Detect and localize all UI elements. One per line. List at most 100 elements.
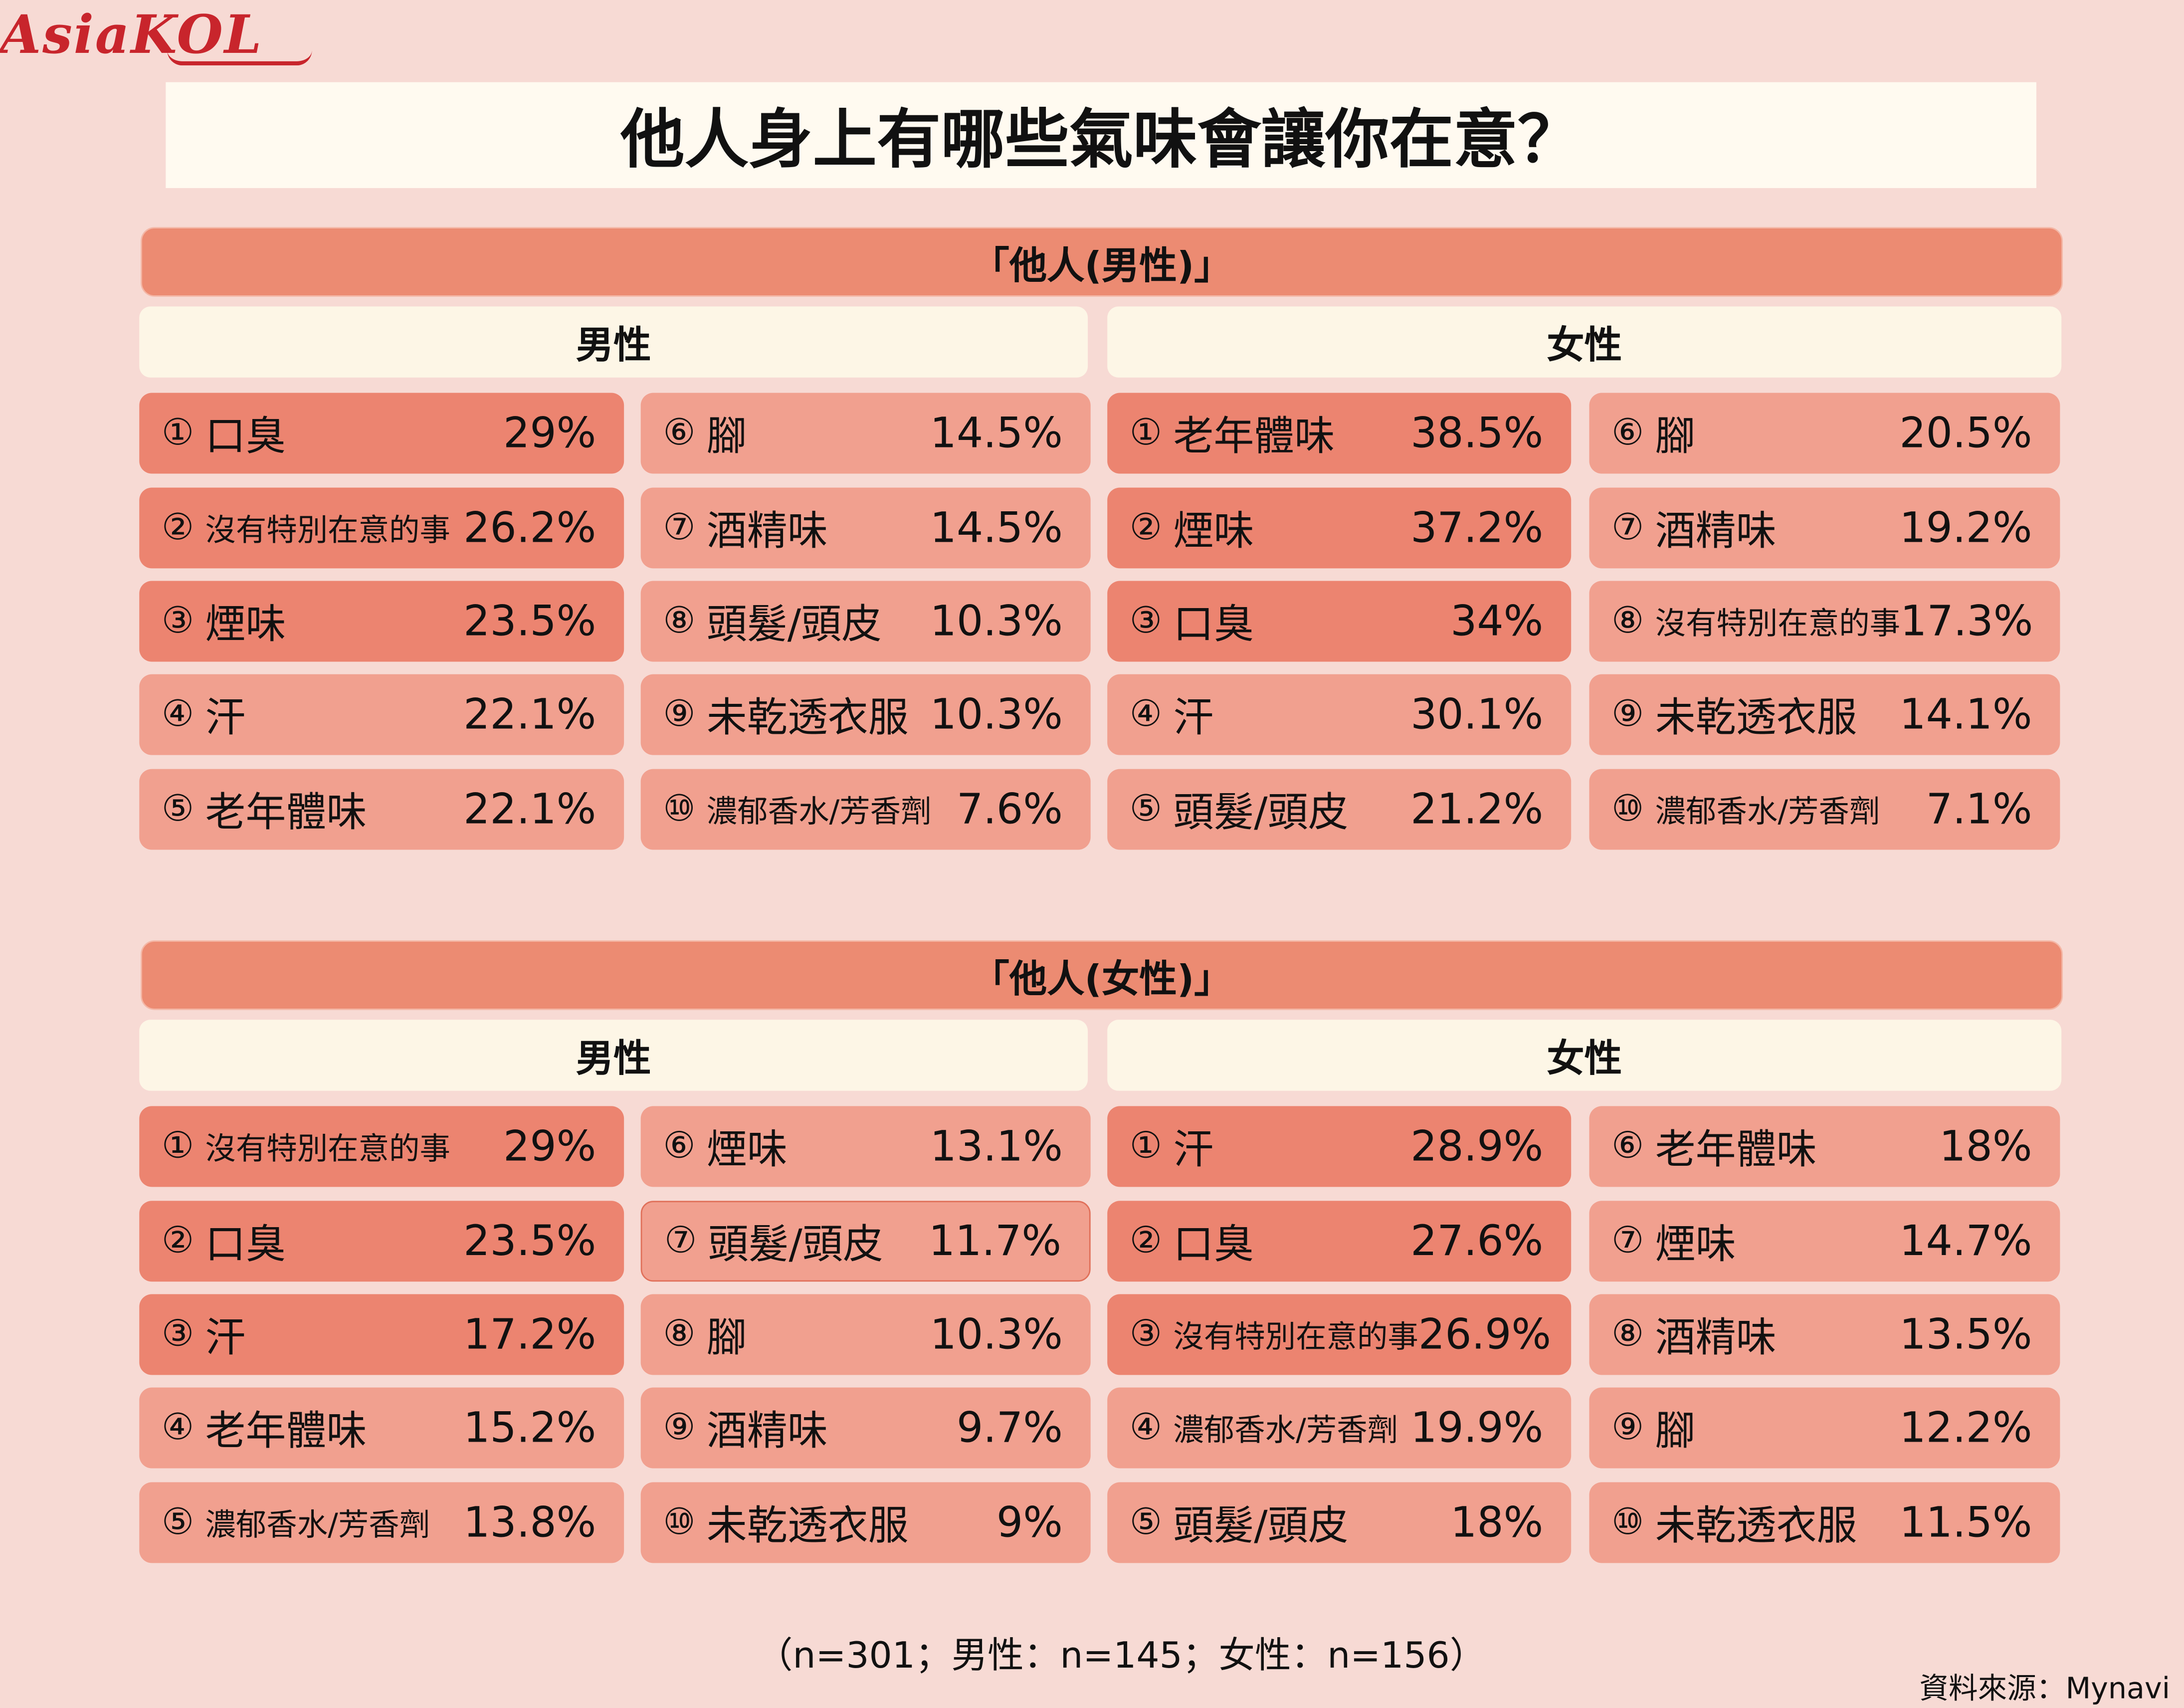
rank-number: ⑧ — [1611, 600, 1644, 642]
odor-label: 酒精味 — [1655, 507, 1777, 555]
rank-label-group: ① 沒有特別在意的事 — [162, 1124, 450, 1169]
odor-label: 汗 — [205, 693, 246, 741]
rank-cell: ② 沒有特別在意的事 26.2% — [139, 487, 624, 569]
percentage-value: 21.2% — [1410, 785, 1544, 834]
rank-label-group: ⑨ 酒精味 — [663, 1399, 827, 1457]
percentage-value: 34% — [1450, 597, 1544, 646]
rank-label-group: ⑩ 未乾透衣服 — [663, 1494, 908, 1552]
percentage-value: 13.5% — [1899, 1310, 2032, 1359]
rank-cell: ⑩ 未乾透衣服 9% — [640, 1482, 1091, 1563]
percentage-value: 19.2% — [1899, 503, 2032, 553]
rank-cell: ③ 煙味 23.5% — [139, 581, 624, 662]
odor-label: 煙味 — [205, 600, 286, 648]
rank-label-group: ③ 口臭 — [1130, 592, 1254, 650]
rank-label-group: ⑨ 未乾透衣服 — [663, 685, 908, 744]
rank-number: ① — [161, 412, 195, 454]
odor-label: 濃郁香水/芳香劑 — [706, 795, 932, 831]
page-title: 他人身上有哪些氣味會讓你在意？ — [620, 101, 1582, 177]
rank-number: ⑤ — [1129, 1501, 1162, 1544]
percentage-value: 37.2% — [1410, 503, 1544, 553]
odor-label: 口臭 — [205, 1220, 286, 1268]
rank-cell: ⑤ 頭髮/頭皮 21.2% — [1107, 769, 1572, 850]
rank-number: ⑧ — [1611, 1313, 1644, 1356]
odor-label: 口臭 — [1173, 600, 1254, 648]
rank-number: ⑥ — [663, 1125, 696, 1168]
odor-label: 沒有特別在意的事 — [205, 514, 450, 549]
rank-cell: ② 煙味 37.2% — [1107, 487, 1572, 569]
percentage-value: 7.1% — [1926, 785, 2032, 834]
rank-label-group: ⑧ 頭髮/頭皮 — [663, 592, 882, 650]
rank-cell: ③ 口臭 34% — [1107, 581, 1572, 662]
section-header-1: 「他人(男性)」 — [141, 227, 2063, 297]
rank-number: ① — [1129, 412, 1162, 454]
odor-label: 口臭 — [1173, 1220, 1254, 1268]
rank-label-group: ⑦ 酒精味 — [663, 499, 827, 557]
percentage-value: 38.5% — [1410, 409, 1544, 458]
rank-cell: ④ 濃郁香水/芳香劑 19.9% — [1107, 1387, 1572, 1469]
odor-label: 老年體味 — [205, 788, 367, 836]
rank-cell: ⑦ 煙味 14.7% — [1589, 1201, 2060, 1282]
rank-cell: ⑨ 未乾透衣服 14.1% — [1589, 674, 2060, 755]
rank-cell: ① 老年體味 38.5% — [1107, 393, 1572, 474]
group-header-male: 男性 — [139, 306, 1088, 378]
rank-number: ⑩ — [1611, 1501, 1644, 1544]
rank-number: ⑧ — [663, 1313, 696, 1356]
rank-number: ⑩ — [663, 1501, 696, 1544]
rank-cell: ⑥ 煙味 13.1% — [640, 1106, 1091, 1187]
rank-label-group: ⑦ 頭髮/頭皮 — [664, 1212, 883, 1271]
rank-label-group: ⑩ 未乾透衣服 — [1611, 1494, 1857, 1552]
odor-label: 老年體味 — [205, 1407, 367, 1455]
rank-label-group: ⑥ 煙味 — [663, 1117, 787, 1176]
percentage-value: 28.9% — [1410, 1122, 1544, 1171]
percentage-value: 14.1% — [1899, 690, 2032, 739]
percentage-value: 20.5% — [1899, 409, 2032, 458]
odor-label: 口臭 — [205, 412, 286, 460]
rank-label-group: ⑦ 煙味 — [1611, 1212, 1736, 1271]
rank-number: ⑨ — [663, 1407, 696, 1449]
odor-label: 老年體味 — [1655, 1125, 1817, 1173]
rank-cell: ⑧ 酒精味 13.5% — [1589, 1294, 2060, 1375]
rank-number: ④ — [161, 693, 195, 736]
rank-cell: ④ 老年體味 15.2% — [139, 1387, 624, 1469]
rank-label-group: ⑨ 未乾透衣服 — [1611, 685, 1857, 744]
rank-number: ⑤ — [161, 1501, 195, 1544]
rank-number: ③ — [161, 600, 195, 642]
rank-cell: ⑧ 腳 10.3% — [640, 1294, 1091, 1375]
rank-label-group: ② 口臭 — [162, 1212, 286, 1271]
percentage-value: 23.5% — [463, 1217, 596, 1266]
odor-label: 未乾透衣服 — [1655, 1501, 1857, 1549]
rank-number: ④ — [161, 1407, 195, 1449]
rank-cell: ① 沒有特別在意的事 29% — [139, 1106, 624, 1187]
percentage-value: 17.2% — [463, 1310, 596, 1359]
rank-cell: ⑥ 腳 20.5% — [1589, 393, 2060, 474]
rank-label-group: ③ 煙味 — [162, 592, 286, 650]
sample-size-note: （n=301；男性：n=145；女性：n=156） — [756, 1635, 1486, 1678]
rank-cell: ① 汗 28.9% — [1107, 1106, 1572, 1187]
odor-label: 腳 — [1655, 412, 1696, 460]
percentage-value: 10.3% — [930, 1310, 1063, 1359]
percentage-value: 23.5% — [463, 597, 596, 646]
rank-cell: ④ 汗 30.1% — [1107, 674, 1572, 755]
percentage-value: 7.6% — [956, 785, 1063, 834]
rank-cell: ⑦ 酒精味 14.5% — [640, 487, 1091, 569]
rank-number: ⑥ — [1611, 412, 1644, 454]
percentage-value: 10.3% — [930, 690, 1063, 739]
odor-label: 腳 — [706, 412, 747, 460]
rank-label-group: ② 口臭 — [1130, 1212, 1254, 1271]
rank-cell: ③ 汗 17.2% — [139, 1294, 624, 1375]
data-source: 資料來源：Mynavi — [1919, 1672, 2171, 1706]
odor-label: 煙味 — [706, 1125, 788, 1173]
rank-number: ② — [1129, 1220, 1162, 1263]
rank-label-group: ⑤ 老年體味 — [162, 780, 367, 839]
rank-number: ⑩ — [663, 788, 696, 831]
odor-label: 未乾透衣服 — [1655, 693, 1857, 741]
odor-label: 濃郁香水/芳香劑 — [1655, 795, 1880, 831]
odor-label: 濃郁香水/芳香劑 — [1173, 1414, 1398, 1449]
rank-label-group: ⑦ 酒精味 — [1611, 499, 1776, 557]
rank-cell: ⑩ 濃郁香水/芳香劑 7.1% — [1589, 769, 2060, 850]
percentage-value: 13.1% — [930, 1122, 1063, 1171]
